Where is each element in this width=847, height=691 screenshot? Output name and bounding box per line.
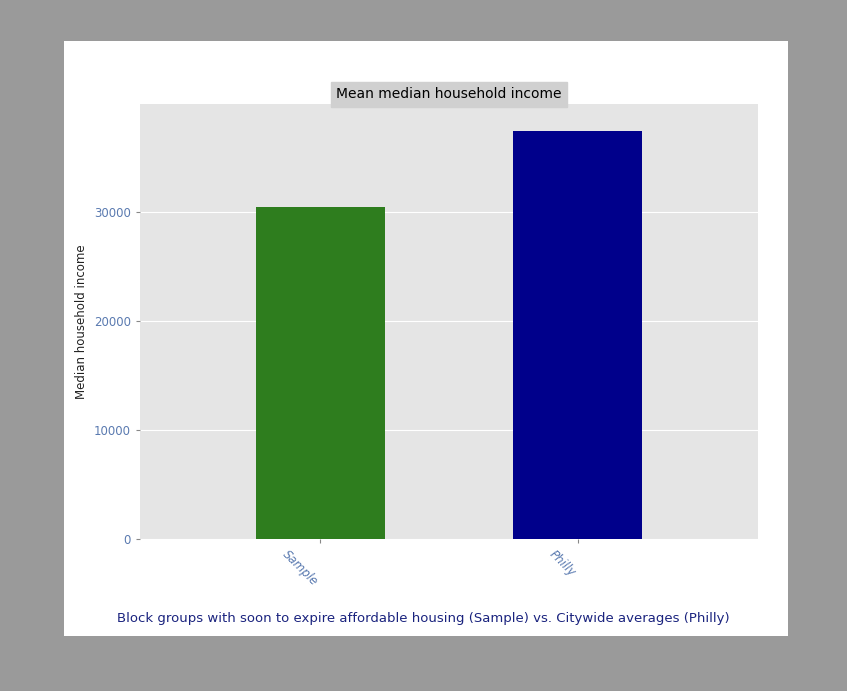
Y-axis label: Median household income: Median household income <box>75 244 88 399</box>
Title: Mean median household income: Mean median household income <box>336 87 562 101</box>
Bar <box>256 207 385 539</box>
Text: Block groups with soon to expire affordable housing (Sample) vs. Citywide averag: Block groups with soon to expire afforda… <box>117 612 730 625</box>
Bar <box>513 131 642 539</box>
